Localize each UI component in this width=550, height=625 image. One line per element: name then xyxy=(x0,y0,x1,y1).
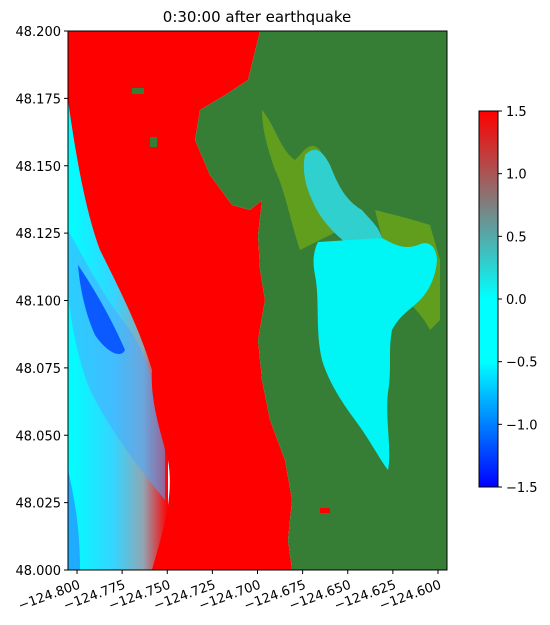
y-axis: 48.000 48.025 48.050 48.075 48.100 48.125 48.1… xyxy=(16,25,68,579)
y-tick-label: 48.150 xyxy=(16,160,62,175)
colorbar-tick-label: 0.5 xyxy=(506,230,527,245)
islet xyxy=(132,88,144,94)
y-tick-label: 48.200 xyxy=(16,25,62,40)
x-axis: −124.800−124.775−124.750−124.725−124.700… xyxy=(17,570,443,614)
wave-crest xyxy=(68,31,292,570)
chart-title: 0:30:00 after earthquake xyxy=(163,8,351,26)
y-tick-label: 48.075 xyxy=(16,362,62,377)
colorbar-tick-label: 1.0 xyxy=(506,168,527,183)
plot-area xyxy=(68,31,447,570)
colorbar-tick-label: 1.5 xyxy=(506,105,527,120)
y-tick-label: 48.050 xyxy=(16,429,62,444)
bay-main xyxy=(313,238,437,470)
y-tick-label: 48.000 xyxy=(16,564,62,579)
colorbar-tick-label: −1.5 xyxy=(506,481,538,496)
y-tick-label: 48.100 xyxy=(16,295,62,310)
southern-trough xyxy=(68,470,80,570)
colorbar-tick-label: −0.5 xyxy=(506,356,538,371)
y-tick-label: 48.125 xyxy=(16,227,62,242)
colorbar-axis: −1.5 −1.0 −0.5 0.0 0.5 1.0 1.5 xyxy=(498,105,538,496)
colorbar xyxy=(478,110,499,488)
y-tick-label: 48.025 xyxy=(16,497,62,512)
y-tick-label: 48.175 xyxy=(16,92,62,107)
bay-upper xyxy=(303,149,382,242)
colorbar-tick-label: 0.0 xyxy=(506,293,527,308)
colorbar-tick-label: −1.0 xyxy=(506,418,538,433)
nearshore-crest xyxy=(320,508,330,513)
islet xyxy=(150,137,157,147)
trough-core xyxy=(78,265,125,355)
